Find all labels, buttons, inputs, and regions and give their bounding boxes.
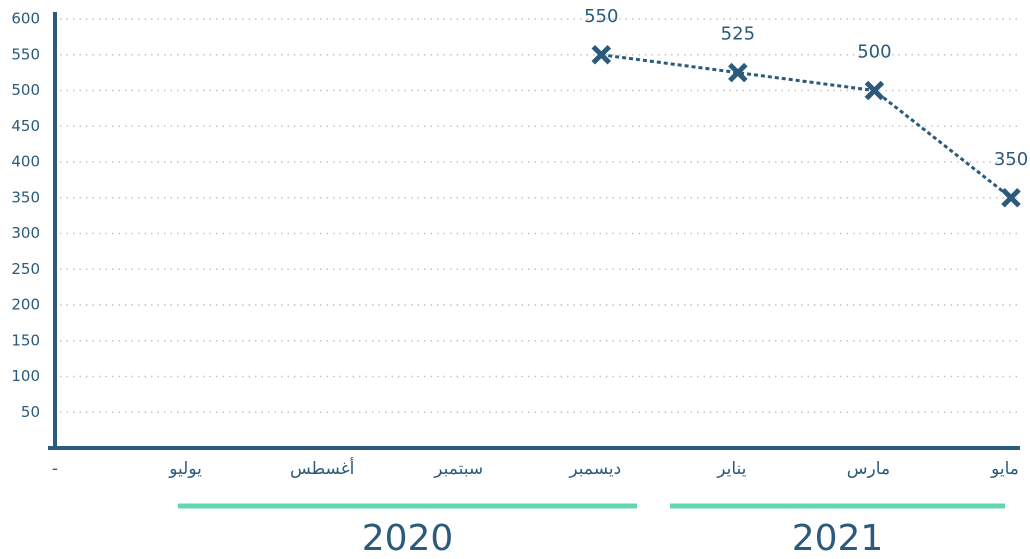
marker — [591, 44, 612, 65]
marker — [1001, 187, 1021, 208]
y-tick-label: 250 — [11, 260, 40, 278]
x-tick-label: ديسمبر — [568, 459, 621, 479]
marker — [864, 80, 885, 101]
x-tick-label: يناير — [716, 459, 746, 479]
y-tick-label: 550 — [11, 45, 40, 63]
y-tick-label: 200 — [11, 296, 40, 314]
x-tick-label: مارس — [847, 459, 890, 479]
y-tick-label: 400 — [11, 153, 40, 171]
y-tick-label: 300 — [11, 224, 40, 242]
y-tick-label: 500 — [11, 81, 40, 99]
x-tick-label: أغسطس — [290, 457, 354, 479]
y-tick-label: 100 — [11, 367, 40, 385]
x-tick-label: يوليو — [168, 459, 202, 479]
y-tick-label: 600 — [11, 10, 40, 28]
group-label: 2021 — [792, 518, 884, 559]
data-label: 350 — [994, 149, 1028, 170]
data-label: 525 — [721, 24, 755, 45]
marker — [728, 62, 748, 83]
data-label: 500 — [857, 42, 891, 63]
x-tick-label: - — [52, 459, 58, 479]
data-label: 550 — [584, 6, 618, 27]
x-tick-label: مايو — [990, 459, 1019, 479]
y-tick-label: 150 — [11, 331, 40, 349]
y-tick-label: 450 — [11, 117, 40, 135]
x-tick-label: سبتمبر — [433, 459, 483, 479]
group-label: 2020 — [362, 518, 454, 559]
y-tick-label: 350 — [11, 188, 40, 206]
line — [601, 53, 1012, 199]
y-tick-label: 50 — [21, 403, 40, 421]
